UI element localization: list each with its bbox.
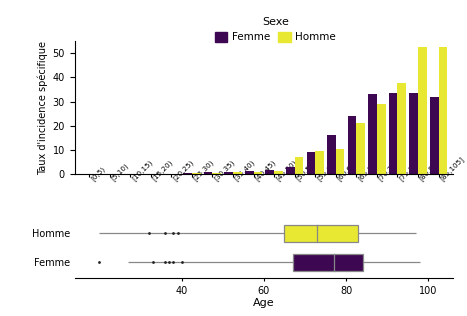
Bar — [274, 171, 283, 174]
Bar — [397, 83, 406, 174]
Bar — [204, 173, 212, 174]
Bar — [389, 93, 397, 174]
Bar — [212, 173, 221, 174]
Bar — [315, 151, 324, 174]
Bar — [377, 104, 386, 174]
Bar — [293, 254, 362, 271]
Bar — [224, 172, 233, 174]
Bar — [327, 135, 336, 174]
Bar — [233, 172, 241, 174]
Bar — [356, 123, 365, 174]
Bar — [336, 149, 345, 174]
Bar — [284, 225, 359, 242]
Bar — [192, 173, 200, 174]
Bar — [266, 170, 274, 174]
Bar — [410, 93, 418, 174]
Bar — [307, 152, 315, 174]
Bar — [286, 167, 295, 174]
Bar — [368, 94, 377, 174]
Bar — [430, 97, 439, 174]
Bar — [439, 47, 447, 174]
Legend: Femme, Homme: Femme, Homme — [215, 17, 335, 42]
Bar — [348, 116, 356, 174]
X-axis label: Age: Age — [253, 299, 275, 308]
Bar — [295, 157, 304, 174]
Y-axis label: Taux d'incidence spécifique: Taux d'incidence spécifique — [38, 40, 49, 174]
Bar — [183, 173, 192, 174]
Bar — [254, 172, 262, 174]
Bar — [245, 171, 254, 174]
Bar — [418, 47, 427, 174]
